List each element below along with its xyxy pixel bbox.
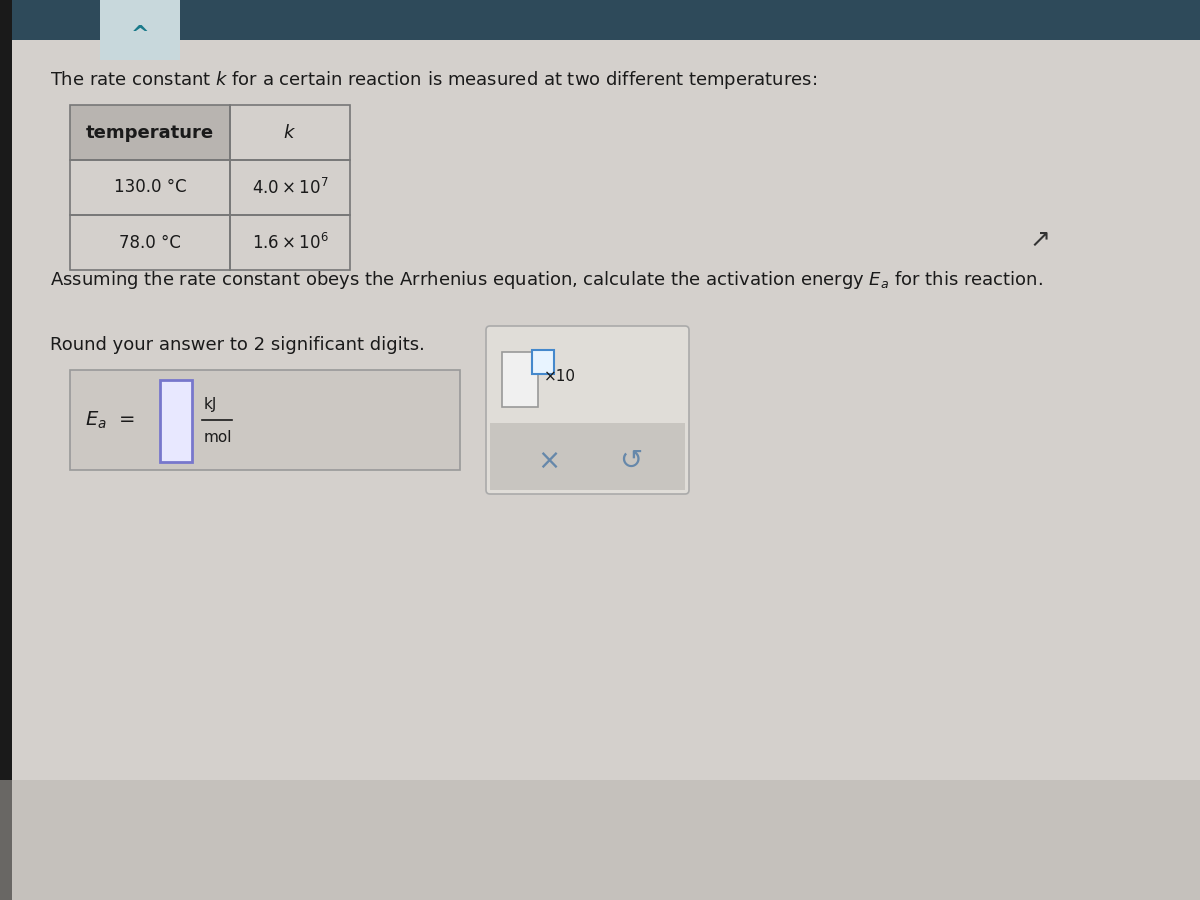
Text: 78.0 °C: 78.0 °C: [119, 233, 181, 251]
Text: ×: ×: [536, 447, 560, 475]
Text: $k$: $k$: [283, 123, 296, 141]
Bar: [230, 105, 350, 160]
Bar: [70, 105, 230, 160]
FancyBboxPatch shape: [486, 326, 689, 494]
Text: $4.0\times10^{7}$: $4.0\times10^{7}$: [252, 177, 329, 197]
Bar: [70, 370, 460, 470]
Text: Assuming the rate constant obeys the Arrhenius equation, calculate the activatio: Assuming the rate constant obeys the Arr…: [50, 269, 1043, 291]
Bar: [160, 380, 192, 462]
Text: The rate constant $k$ for a certain reaction is measured at two different temper: The rate constant $k$ for a certain reac…: [50, 69, 817, 91]
Bar: [0, 0, 12, 900]
Text: 130.0 °C: 130.0 °C: [114, 178, 186, 196]
Bar: [502, 352, 538, 407]
Bar: [230, 215, 350, 270]
Bar: [70, 160, 230, 215]
Bar: [100, 0, 180, 60]
Text: temperature: temperature: [86, 123, 214, 141]
Bar: [490, 423, 685, 490]
Text: $1.6\times10^{6}$: $1.6\times10^{6}$: [252, 232, 329, 253]
Text: ×10: ×10: [544, 369, 576, 384]
Text: kJ: kJ: [204, 398, 217, 412]
Bar: [230, 160, 350, 215]
Bar: [70, 215, 230, 270]
Text: Round your answer to 2 significant digits.: Round your answer to 2 significant digit…: [50, 336, 425, 354]
Text: mol: mol: [204, 430, 233, 446]
Text: ^: ^: [131, 25, 149, 45]
Text: $E_a$  =: $E_a$ =: [85, 410, 136, 430]
Text: ↗: ↗: [1030, 228, 1050, 252]
Bar: [0, 0, 1200, 40]
Bar: [532, 350, 554, 374]
Text: ↺: ↺: [619, 447, 642, 475]
Bar: [70, 105, 230, 160]
Bar: [0, 780, 1200, 900]
